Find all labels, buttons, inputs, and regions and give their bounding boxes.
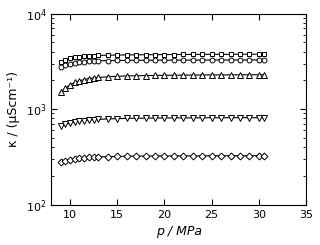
X-axis label: p / MPa: p / MPa bbox=[156, 225, 202, 238]
Y-axis label: κ / (μScm⁻¹): κ / (μScm⁻¹) bbox=[7, 71, 20, 147]
